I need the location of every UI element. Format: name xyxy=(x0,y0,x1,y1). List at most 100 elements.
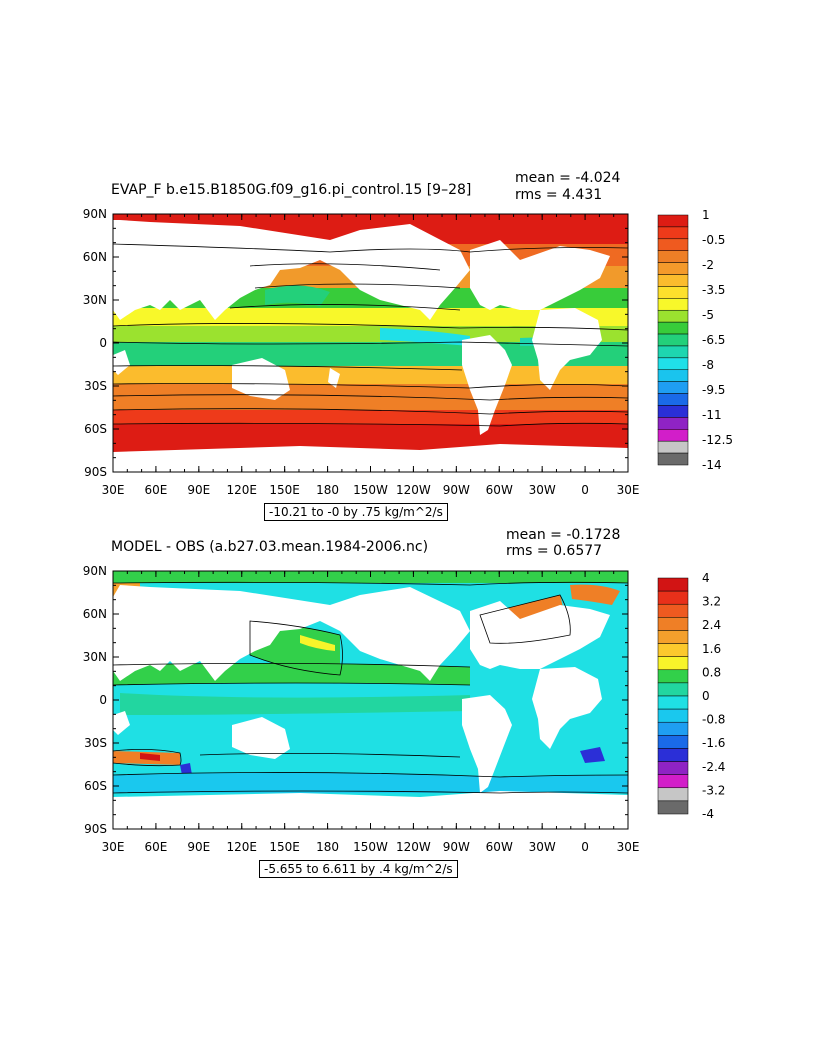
colorbar-swatch xyxy=(657,761,689,775)
lon-tick-label: 150E xyxy=(269,840,300,854)
colorbar-swatch xyxy=(657,381,689,394)
map-title: MODEL - OBS (a.b27.03.mean.1984-2006.nc) xyxy=(111,539,429,555)
map-field xyxy=(113,571,628,829)
map-plot: 90N 60N 30N 0 30S 60S 90S 30E 60E 90E 120E 150E 180 1… xyxy=(83,207,640,497)
colorbar-label: -4 xyxy=(702,807,714,821)
lon-tick-label: 90E xyxy=(187,483,210,497)
lon-tick-label: 150W xyxy=(353,840,388,854)
model-obs-diff-panel: MODEL - OBS (a.b27.03.mean.1984-2006.nc)… xyxy=(0,525,818,895)
lat-tick-label: 60S xyxy=(84,779,107,793)
mean-label: mean = -4.024 xyxy=(515,170,621,186)
colorbar-label: -2 xyxy=(702,258,714,272)
colorbar-label: -2.4 xyxy=(702,760,725,774)
colorbar-swatch xyxy=(657,274,689,287)
colorbar-swatch xyxy=(657,309,689,323)
lon-tick-label: 0 xyxy=(581,483,589,497)
colorbar-label: -0.5 xyxy=(702,233,725,247)
mean-label: mean = -0.1728 xyxy=(506,527,621,543)
lat-tick-label: 90S xyxy=(84,822,107,836)
colorbar-label: 1 xyxy=(702,210,710,222)
colorbar-swatch xyxy=(657,735,689,749)
colorbar-label: 0 xyxy=(702,689,710,703)
map-title: EVAP_F b.e15.B1850G.f09_g16.pi_control.1… xyxy=(111,182,472,198)
lat-tick-label: 0 xyxy=(99,693,107,707)
lat-tick-label: 30N xyxy=(83,293,107,307)
lon-tick-label: 120E xyxy=(227,483,258,497)
colorbar-label: -1.6 xyxy=(702,736,725,750)
lon-tick-label: 180 xyxy=(316,483,339,497)
lon-tick-label: 60W xyxy=(486,483,513,497)
colorbar-swatch xyxy=(657,405,689,418)
lon-tick-label: 120E xyxy=(227,840,258,854)
colorbar-label: -9.5 xyxy=(702,383,725,397)
lon-tick-label: 60E xyxy=(144,840,167,854)
colorbar-label: 4 xyxy=(702,573,710,585)
lat-tick-label: 0 xyxy=(99,336,107,350)
colorbar-swatch xyxy=(657,357,689,371)
rms-label: rms = 0.6577 xyxy=(506,543,603,559)
lon-tick-label: 60W xyxy=(486,840,513,854)
colorbar-label: -6.5 xyxy=(702,333,725,347)
colorbar-label: -5 xyxy=(702,308,714,322)
colorbar-swatch xyxy=(657,748,689,762)
lat-tick-label: 60N xyxy=(83,607,107,621)
contour-lines xyxy=(113,243,628,427)
colorbar-swatch xyxy=(657,721,689,736)
colorbar-swatch xyxy=(657,669,689,684)
lon-tick-label: 120W xyxy=(396,840,431,854)
colorbar-swatch xyxy=(657,250,689,263)
colorbar-label: -3.5 xyxy=(702,283,725,297)
lon-tick-label: 60E xyxy=(144,483,167,497)
map-plot: 90N 60N 30N 0 30S 60S 90S 30E 60E 90E 120E 150E 180 1… xyxy=(83,564,640,854)
lon-tick-label: 30W xyxy=(529,840,556,854)
colorbar-swatch xyxy=(657,452,689,466)
colorbar-swatch xyxy=(657,333,689,347)
lat-tick-label: 30S xyxy=(84,736,107,750)
lon-tick-label: 150E xyxy=(269,483,300,497)
colorbar-swatch xyxy=(657,238,689,251)
colorbar-label: -11 xyxy=(702,408,722,422)
lon-tick-label: 90W xyxy=(443,483,470,497)
lon-tick-label: 180 xyxy=(316,840,339,854)
lon-tick-label: 30E xyxy=(102,483,125,497)
range-label: -10.21 to -0 by .75 kg/m^2/s xyxy=(264,503,448,521)
colorbar-swatch xyxy=(657,617,689,631)
colorbar-swatch xyxy=(657,682,689,697)
lat-tick-label: 60N xyxy=(83,250,107,264)
colorbar-swatch xyxy=(657,321,689,335)
colorbar-swatch xyxy=(657,440,689,454)
colorbar-label: 3.2 xyxy=(702,595,721,609)
colorbar-swatch xyxy=(657,429,689,442)
contour-lines xyxy=(113,581,628,794)
colorbar-swatch xyxy=(657,590,689,605)
rms-label: rms = 4.431 xyxy=(515,187,603,203)
lon-tick-label: 0 xyxy=(581,840,589,854)
colorbar-swatch xyxy=(657,577,689,592)
colorbar-swatch xyxy=(657,695,689,710)
colorbar-swatch xyxy=(657,630,689,644)
colorbar-swatch xyxy=(657,298,689,311)
lat-tick-label: 90N xyxy=(83,564,107,578)
colorbar: 1 -0.5 -2 -3.5 -5 -6.5 -8 -9.5 -11 -12.5 -14 xyxy=(657,210,733,472)
colorbar-label: 0.8 xyxy=(702,665,721,679)
colorbar-swatch xyxy=(657,417,689,430)
colorbar-label: -3.2 xyxy=(702,783,725,797)
lon-tick-label: 30E xyxy=(617,483,640,497)
lon-tick-label: 30W xyxy=(529,483,556,497)
colorbar-swatch xyxy=(657,603,689,618)
colorbar-swatch xyxy=(657,656,689,671)
lat-tick-label: 90N xyxy=(83,207,107,221)
colorbar-swatch xyxy=(657,393,689,406)
lon-tick-label: 90W xyxy=(443,840,470,854)
colorbar: 4 3.2 2.4 1.6 0.8 0 -0.8 -1.6 -2.4 -3.2 -4 xyxy=(657,573,725,821)
range-label: -5.655 to 6.611 by .4 kg/m^2/s xyxy=(259,860,458,878)
lat-tick-label: 30N xyxy=(83,650,107,664)
colorbar-swatch xyxy=(657,262,689,275)
colorbar-swatch xyxy=(657,286,689,299)
colorbar-swatch xyxy=(657,800,689,815)
lon-tick-label: 150W xyxy=(353,483,388,497)
colorbar-swatch xyxy=(657,226,689,240)
colorbar-swatch xyxy=(657,214,689,228)
colorbar-swatch xyxy=(657,369,689,382)
evap-map-panel: EVAP_F b.e15.B1850G.f09_g16.pi_control.1… xyxy=(0,160,818,530)
